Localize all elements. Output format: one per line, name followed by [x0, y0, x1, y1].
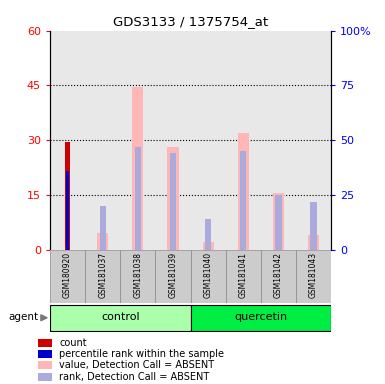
- Text: GSM181041: GSM181041: [239, 252, 248, 298]
- Bar: [85, 31, 120, 250]
- Text: rank, Detection Call = ABSENT: rank, Detection Call = ABSENT: [59, 371, 209, 382]
- Text: percentile rank within the sample: percentile rank within the sample: [59, 349, 224, 359]
- Text: GSM181043: GSM181043: [309, 252, 318, 298]
- Text: GSM181042: GSM181042: [274, 252, 283, 298]
- Text: quercetin: quercetin: [234, 312, 287, 322]
- Text: GSM181039: GSM181039: [169, 252, 177, 298]
- Bar: [100, 206, 106, 250]
- Bar: [50, 31, 85, 250]
- Bar: [296, 31, 331, 250]
- Text: count: count: [59, 338, 87, 348]
- Bar: [238, 133, 249, 250]
- Bar: [85, 250, 120, 303]
- Bar: [240, 151, 246, 250]
- Bar: [50, 305, 191, 331]
- Bar: [38, 339, 52, 347]
- Bar: [308, 235, 319, 250]
- Bar: [120, 250, 156, 303]
- Bar: [156, 31, 191, 250]
- Bar: [156, 250, 191, 303]
- Bar: [97, 233, 108, 250]
- Bar: [226, 250, 261, 303]
- Bar: [261, 250, 296, 303]
- Text: GSM181038: GSM181038: [133, 252, 142, 298]
- Text: GSM180920: GSM180920: [63, 252, 72, 298]
- Bar: [273, 193, 284, 250]
- Bar: [226, 31, 261, 250]
- Bar: [38, 350, 52, 358]
- Text: value, Detection Call = ABSENT: value, Detection Call = ABSENT: [59, 360, 214, 370]
- Bar: [191, 31, 226, 250]
- Bar: [310, 202, 317, 250]
- Text: control: control: [101, 312, 140, 322]
- Bar: [132, 87, 144, 250]
- Bar: [121, 31, 156, 250]
- Bar: [275, 195, 281, 250]
- Bar: [191, 250, 226, 303]
- Bar: [205, 218, 211, 250]
- Bar: [38, 361, 52, 369]
- Title: GDS3133 / 1375754_at: GDS3133 / 1375754_at: [113, 15, 268, 28]
- Bar: [296, 250, 331, 303]
- Bar: [167, 147, 179, 250]
- Bar: [65, 142, 70, 250]
- Bar: [203, 242, 214, 250]
- Bar: [191, 305, 331, 331]
- Bar: [66, 171, 69, 250]
- Bar: [50, 250, 85, 303]
- Bar: [38, 372, 52, 381]
- Text: agent: agent: [8, 312, 38, 322]
- Bar: [261, 31, 296, 250]
- Bar: [135, 147, 141, 250]
- Text: GSM181040: GSM181040: [204, 252, 213, 298]
- Text: GSM181037: GSM181037: [98, 252, 107, 298]
- Bar: [170, 153, 176, 250]
